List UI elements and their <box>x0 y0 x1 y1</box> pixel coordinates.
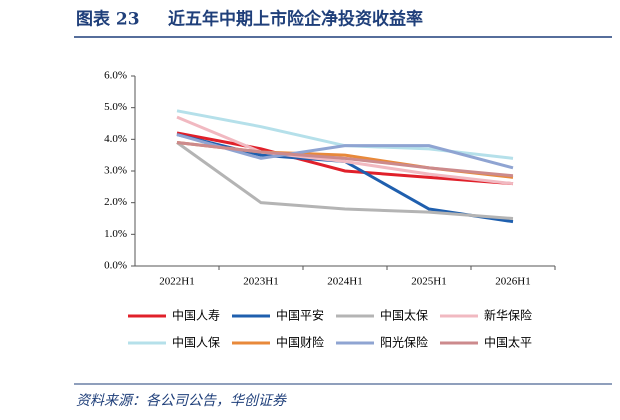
legend-label: 阳光保险 <box>380 335 428 350</box>
source: 资料来源：各公司公告，华创证券 <box>76 393 287 409</box>
x-tick-label: 2025H1 <box>411 276 446 288</box>
legend-label: 中国太保 <box>380 308 428 323</box>
legend-label: 中国财险 <box>276 335 324 350</box>
x-tick-label: 2026H1 <box>495 276 530 288</box>
y-tick-label: 4.0% <box>104 133 127 145</box>
y-tick-label: 1.0% <box>104 228 127 240</box>
y-tick-label: 2.0% <box>104 196 127 208</box>
x-tick-label: 2024H1 <box>327 276 362 288</box>
series-line <box>176 141 514 178</box>
x-tick-label: 2023H1 <box>243 276 278 288</box>
legend-label: 新华保险 <box>484 308 532 323</box>
x-tick-label: 2022H1 <box>159 276 194 288</box>
series-line <box>176 131 514 186</box>
legend-label: 中国平安 <box>276 308 324 323</box>
series-line <box>176 115 514 186</box>
legend-label: 中国人寿 <box>172 308 220 323</box>
y-tick-label: 3.0% <box>104 165 127 177</box>
series-line <box>176 109 514 160</box>
y-tick-label: 0.0% <box>104 260 127 272</box>
legend-label: 中国人保 <box>172 335 220 350</box>
figure-label: 图表 23 <box>76 9 140 30</box>
y-tick-label: 5.0% <box>104 101 127 113</box>
series-line <box>176 133 514 170</box>
legend-label: 中国太平 <box>484 335 532 350</box>
chart-title: 近五年中期上市险企净投资收益率 <box>168 9 423 30</box>
y-tick-label: 6.0% <box>104 70 127 82</box>
series-line <box>176 141 514 220</box>
